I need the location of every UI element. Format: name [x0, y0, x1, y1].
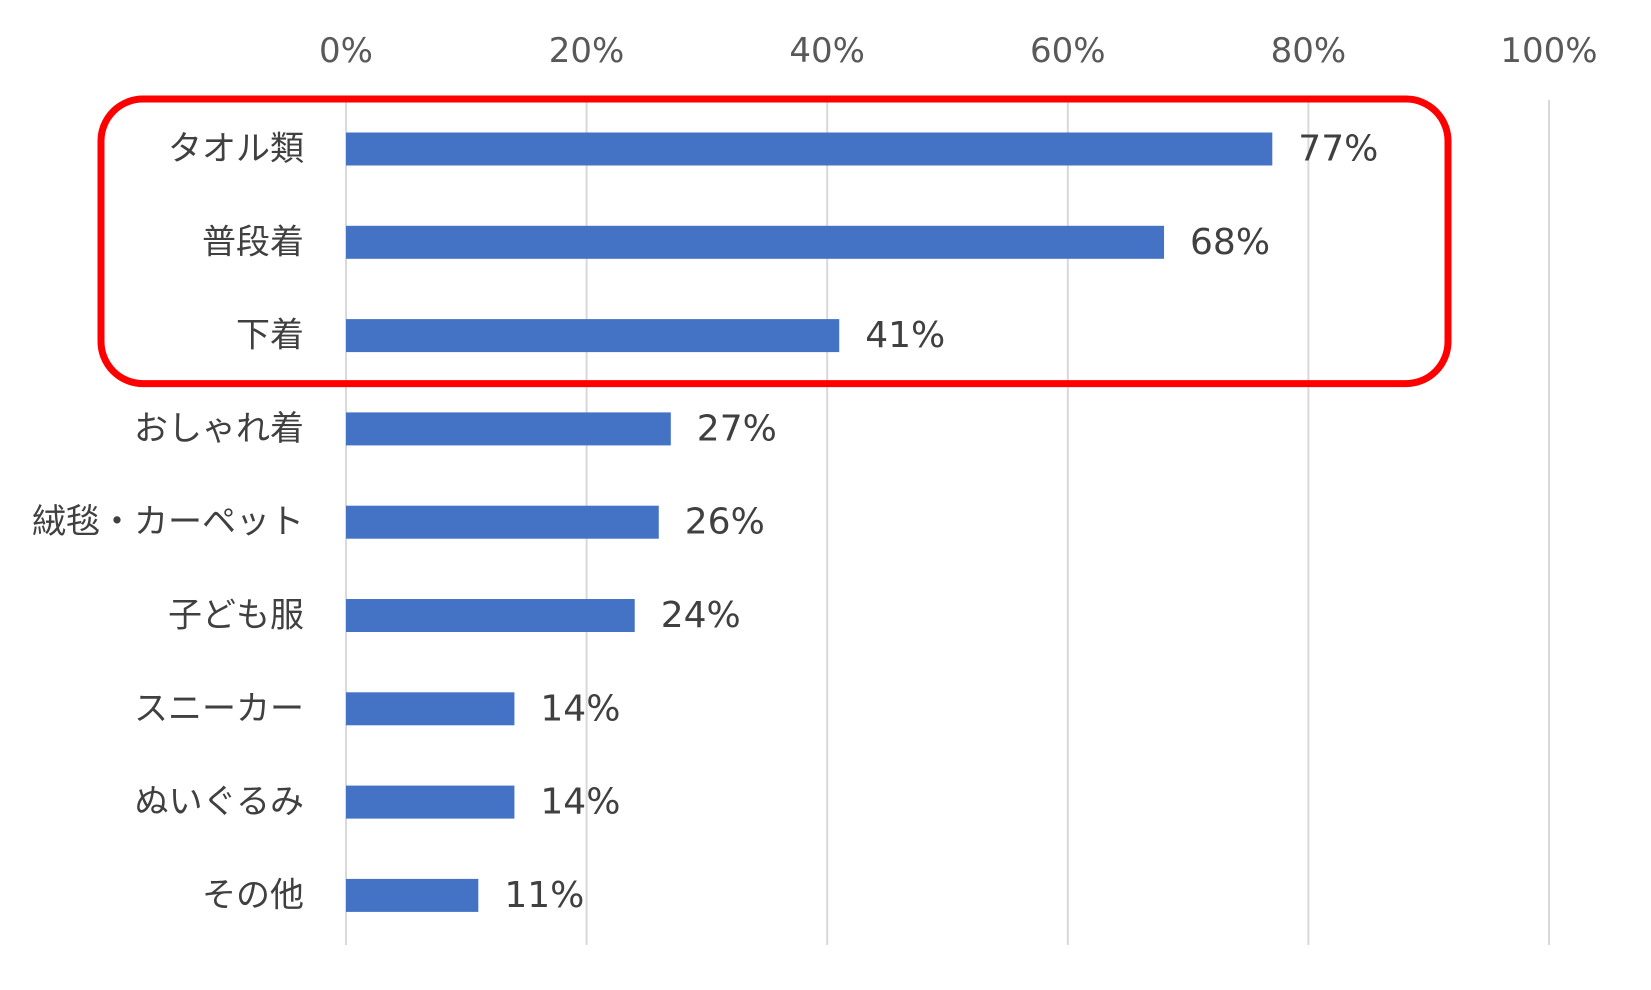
bar: [346, 599, 635, 632]
data-labels: 77% 68% 41% 27% 26% 24% 14% 14% 11%: [504, 129, 1378, 916]
category-label: その他: [202, 875, 304, 915]
highlight-box: [97, 95, 1452, 388]
data-label: 26%: [685, 502, 765, 543]
category-label: 下着: [236, 316, 304, 356]
data-label: 24%: [661, 595, 741, 636]
category-label: 絨毯・カーペット: [32, 502, 304, 542]
bar: [346, 132, 1273, 166]
category-label: 子ども服: [168, 596, 304, 636]
data-label: 27%: [697, 408, 777, 449]
bar: [346, 319, 840, 353]
bar: [346, 878, 479, 912]
x-tick-label: 20%: [549, 31, 625, 71]
category-label: タオル類: [168, 129, 304, 169]
data-label: 77%: [1298, 129, 1378, 170]
x-axis-ticks: 0% 20% 40% 60% 80% 100%: [319, 31, 1598, 71]
data-label: 14%: [540, 688, 620, 729]
data-label: 14%: [540, 782, 620, 823]
x-tick-label: 40%: [789, 31, 865, 71]
x-tick-label: 80%: [1271, 31, 1347, 71]
bar: [346, 412, 671, 446]
category-label: スニーカー: [134, 689, 304, 729]
highlight-layer: [97, 95, 1452, 388]
bar: [346, 505, 659, 539]
bar: [346, 785, 515, 819]
category-label: おしゃれ着: [134, 409, 304, 449]
x-tick-label: 0%: [319, 31, 373, 71]
category-label: 普段着: [202, 222, 304, 262]
bar: [346, 225, 1165, 259]
data-label: 41%: [865, 315, 945, 356]
bar: [346, 692, 515, 726]
bars: [346, 132, 1273, 912]
x-tick-label: 60%: [1030, 31, 1106, 71]
data-label: 11%: [504, 875, 584, 916]
data-label: 68%: [1190, 222, 1270, 263]
category-label: ぬいぐるみ: [135, 782, 304, 822]
x-tick-label: 100%: [1500, 31, 1597, 71]
